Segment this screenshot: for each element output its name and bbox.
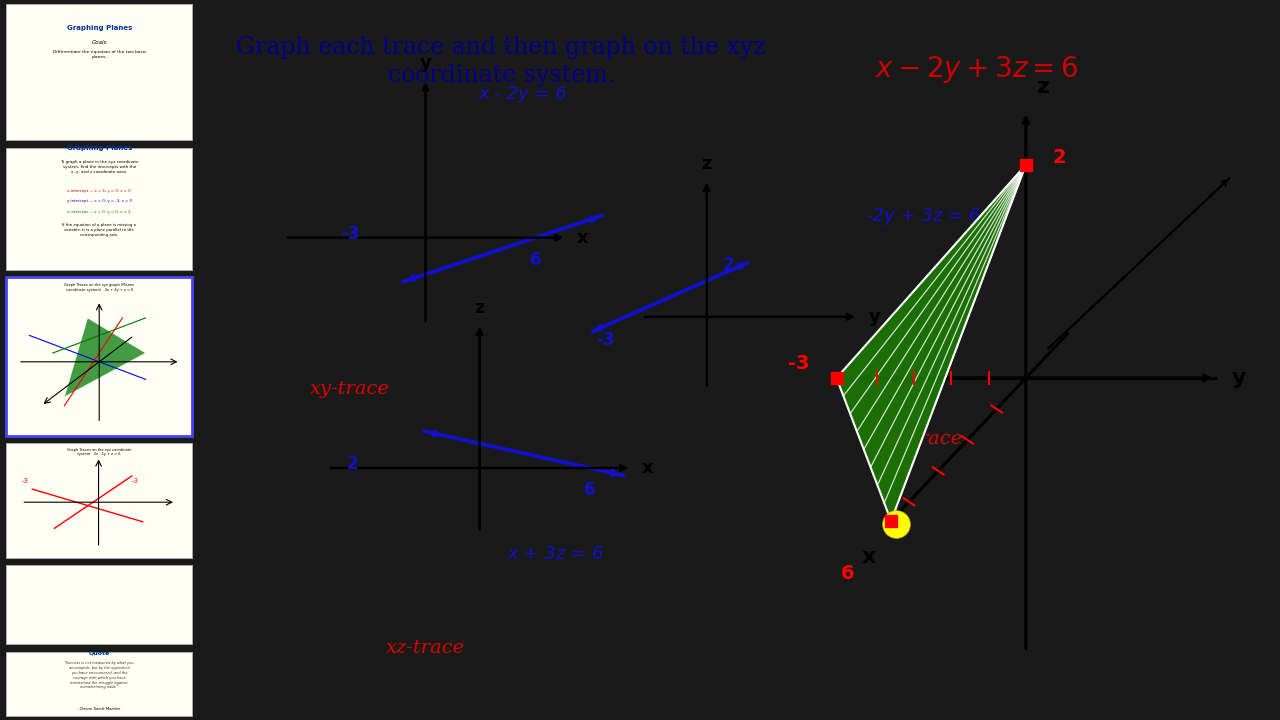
Text: Graphing Planes: Graphing Planes (67, 145, 132, 151)
Text: y-intercept — x = 0, y = -3, z = 0: y-intercept — x = 0, y = -3, z = 0 (67, 199, 132, 204)
Text: y: y (869, 307, 881, 325)
Text: z: z (701, 155, 712, 173)
Bar (6, 565, 192, 644)
Text: xz-trace: xz-trace (387, 639, 465, 657)
Text: To graph a plane in the xyz coordinate
system, find the intercepts with the
x, y: To graph a plane in the xyz coordinate s… (60, 160, 138, 174)
Bar (6, 652, 192, 716)
Text: Graph Traces on the xyz coordinate
system   3x - 2y + z = 6: Graph Traces on the xyz coordinate syste… (67, 448, 132, 456)
Text: Graphing Planes: Graphing Planes (67, 25, 132, 31)
Text: 6: 6 (584, 481, 595, 499)
Text: 6: 6 (841, 564, 855, 583)
Text: xy-trace: xy-trace (310, 379, 390, 397)
Text: -3: -3 (132, 477, 138, 484)
Text: y: y (1231, 368, 1245, 388)
Text: z: z (475, 299, 485, 317)
Polygon shape (64, 318, 146, 397)
Text: Differentiate the equation of the two basic
planes.: Differentiate the equation of the two ba… (52, 50, 146, 59)
Text: -3: -3 (596, 331, 614, 349)
Text: "Success is not measured by what you
accomplish, but by the opposition
you have : "Success is not measured by what you acc… (64, 661, 134, 690)
Text: -2y + 3z = 6: -2y + 3z = 6 (865, 207, 980, 225)
Text: x-intercept — x = 6, y = 0, z = 0: x-intercept — x = 6, y = 0, z = 0 (68, 189, 131, 194)
Text: $x-2y+3z=6$: $x-2y+3z=6$ (876, 54, 1079, 85)
Text: x + 3z = 6: x + 3z = 6 (507, 546, 603, 563)
Text: Graph Traces on the xyz graph (Planes
coordinate system)  -3x + 4y + z = 6: Graph Traces on the xyz graph (Planes co… (64, 283, 134, 292)
Bar (6, 4, 192, 140)
Text: -3: -3 (340, 225, 360, 243)
Text: yz-trace: yz-trace (883, 430, 963, 448)
Text: x: x (641, 459, 654, 477)
Text: x - 2y = 6: x - 2y = 6 (479, 84, 567, 102)
Text: -3: -3 (22, 477, 28, 484)
Text: y: y (420, 54, 431, 72)
Text: - Orison Swett Marden: - Orison Swett Marden (78, 707, 120, 711)
Text: Graph each trace and then graph on the xyz
coordinate system.: Graph each trace and then graph on the x… (237, 36, 767, 87)
Text: 2: 2 (1053, 148, 1066, 167)
Bar (6, 443, 192, 558)
Bar (6, 148, 192, 270)
Text: 2: 2 (347, 455, 358, 474)
Text: z: z (1037, 77, 1050, 97)
Text: x: x (577, 228, 589, 246)
Bar (6, 277, 192, 436)
Text: If the equation of a plane is missing a
variable, it is a plane parallel to the
: If the equation of a plane is missing a … (63, 223, 136, 237)
Text: x: x (861, 547, 877, 567)
Text: 2: 2 (723, 256, 735, 274)
Text: Goals: Goals (91, 40, 108, 45)
Polygon shape (837, 165, 1025, 521)
Text: Quote: Quote (88, 650, 110, 655)
Text: 6: 6 (530, 251, 541, 269)
Text: z-intercept — x = 0, y = 0, z = 2: z-intercept — x = 0, y = 0, z = 2 (68, 210, 131, 214)
Text: -3: -3 (788, 354, 809, 373)
